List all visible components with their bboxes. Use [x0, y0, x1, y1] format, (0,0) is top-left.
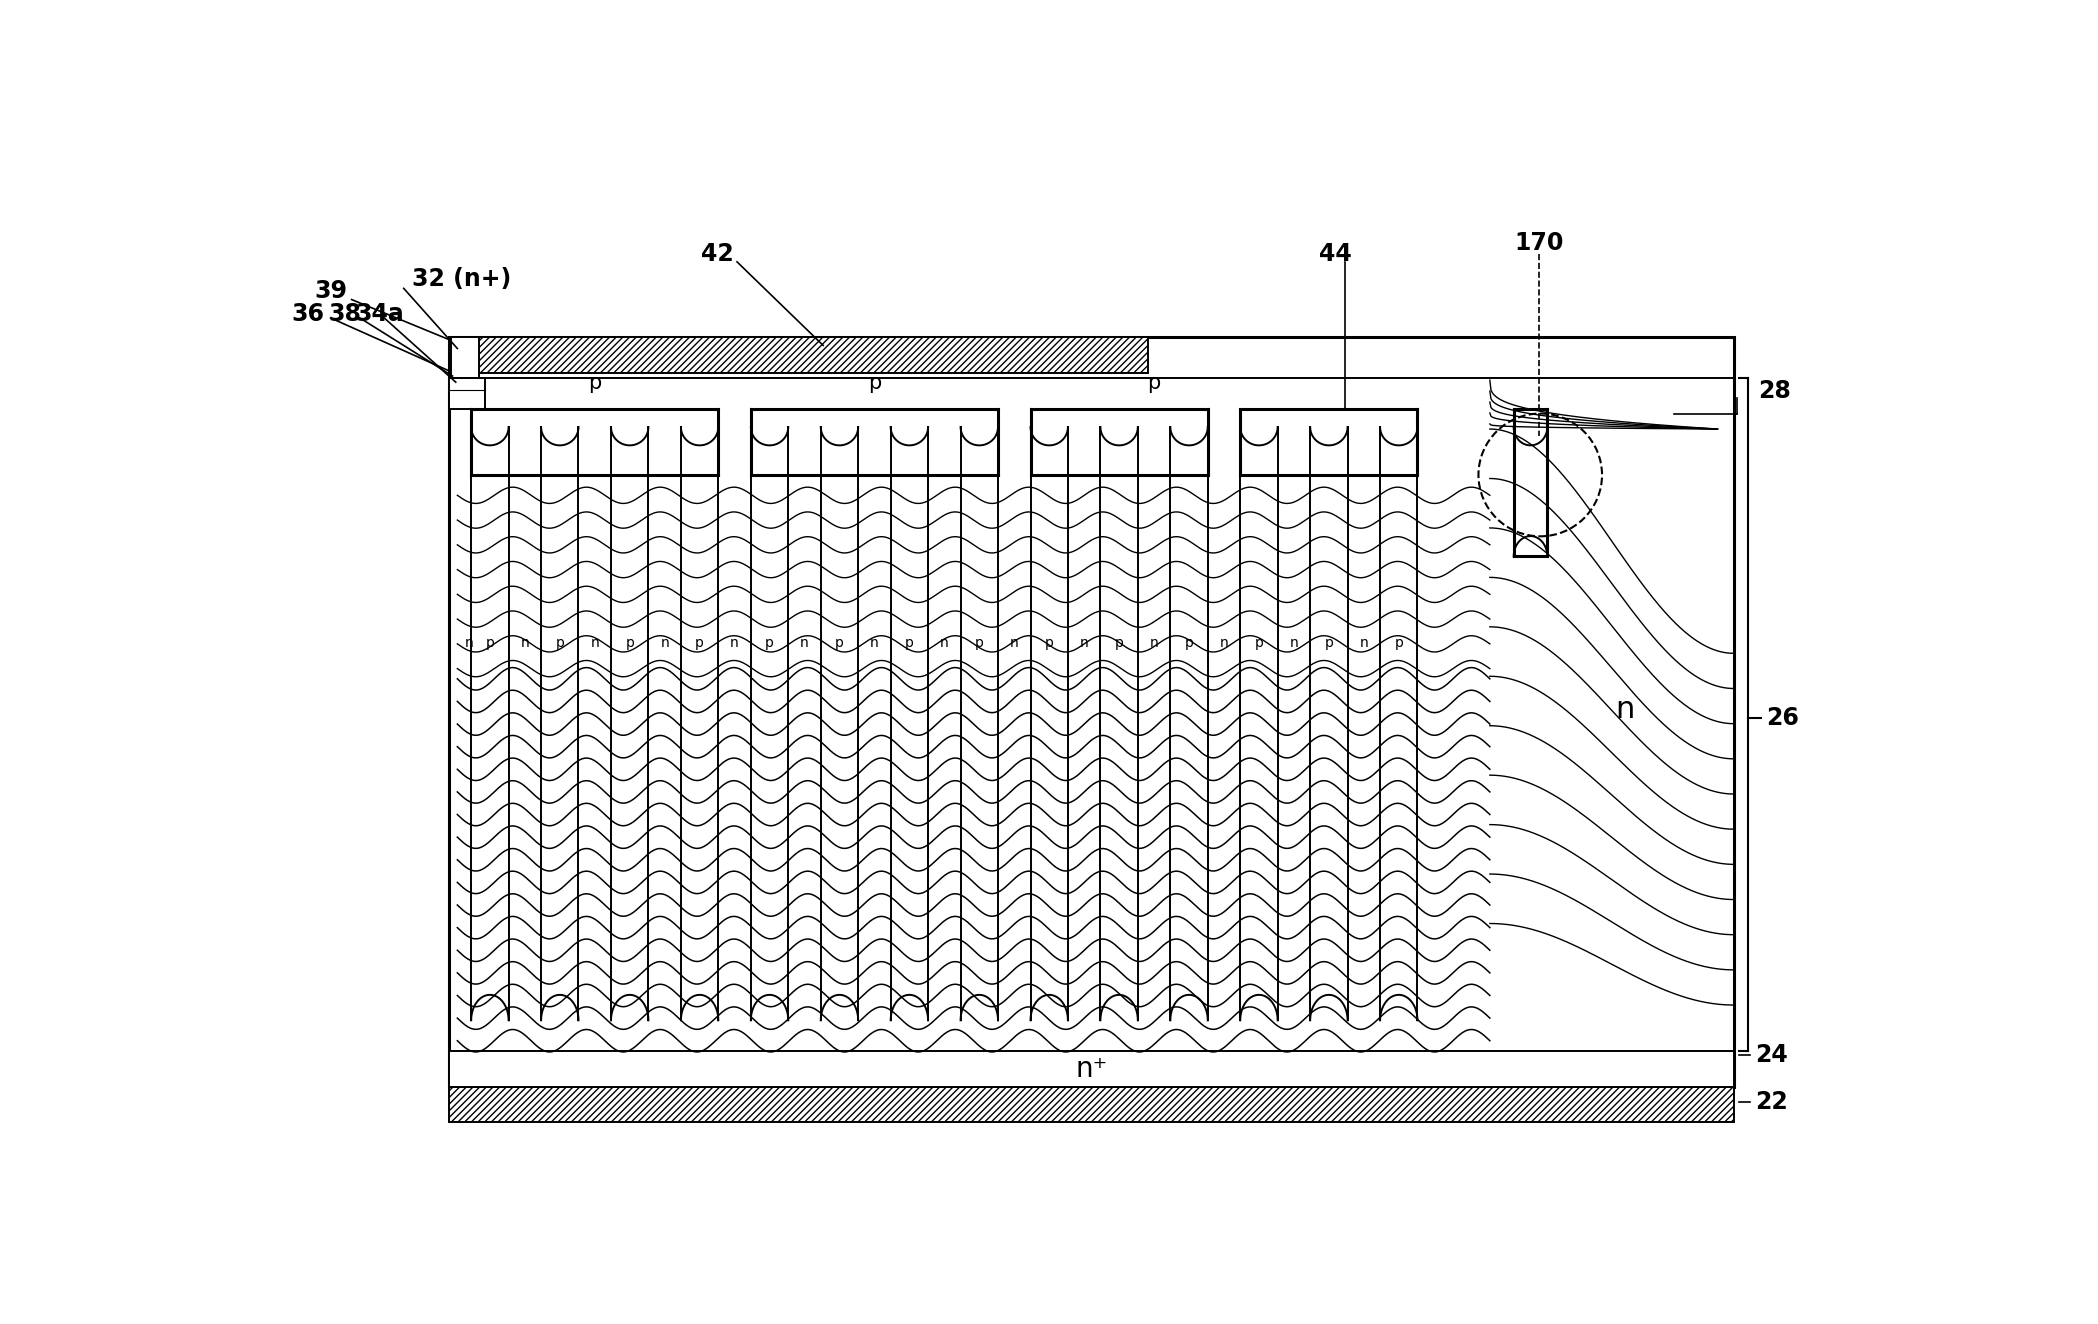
Text: 34a: 34a [355, 302, 403, 326]
Text: p: p [694, 636, 705, 650]
Text: 26: 26 [1767, 706, 1800, 730]
Text: n: n [590, 636, 600, 650]
Bar [449, 1087, 1733, 1123]
Text: p: p [766, 636, 774, 650]
Text: 24: 24 [1754, 1043, 1787, 1067]
Text: n⁺: n⁺ [1076, 1055, 1108, 1083]
Text: n: n [520, 636, 529, 650]
Text: p: p [1114, 636, 1125, 650]
Text: 32 (n+): 32 (n+) [411, 267, 512, 291]
Text: n: n [940, 636, 948, 650]
Text: n: n [464, 636, 474, 650]
Text: n: n [1360, 636, 1368, 650]
Text: 42: 42 [701, 242, 734, 266]
Bar [449, 379, 485, 409]
Text: 44: 44 [1320, 242, 1351, 266]
Text: n: n [1150, 636, 1158, 650]
Text: 38: 38 [329, 302, 361, 326]
Bar [449, 338, 1148, 373]
Text: p: p [904, 636, 915, 650]
Text: n: n [1290, 636, 1299, 650]
Text: 36: 36 [292, 302, 325, 326]
Text: p: p [1148, 373, 1160, 393]
Text: 170: 170 [1515, 232, 1563, 256]
Text: n: n [871, 636, 879, 650]
Bar [449, 1051, 1733, 1087]
Text: p: p [625, 636, 634, 650]
Text: p: p [976, 636, 984, 650]
Text: p: p [1045, 636, 1053, 650]
Text: n: n [1219, 636, 1227, 650]
Text: p: p [587, 373, 602, 393]
Text: p: p [1185, 636, 1194, 650]
Text: p: p [485, 636, 495, 650]
Text: p: p [1395, 636, 1404, 650]
Bar [451, 338, 478, 379]
Text: n: n [730, 636, 738, 650]
Text: n: n [1615, 695, 1634, 724]
Text: n: n [799, 636, 810, 650]
Text: 22: 22 [1754, 1090, 1787, 1113]
Text: n: n [1009, 636, 1020, 650]
Text: p: p [1324, 636, 1334, 650]
Text: p: p [835, 636, 843, 650]
Text: n: n [661, 636, 669, 650]
Text: p: p [1255, 636, 1263, 650]
Text: 39: 39 [315, 279, 346, 303]
Text: n: n [1080, 636, 1089, 650]
Bar [449, 338, 1733, 1087]
Text: p: p [869, 373, 881, 393]
Text: p: p [556, 636, 564, 650]
Text: 28: 28 [1758, 379, 1792, 404]
